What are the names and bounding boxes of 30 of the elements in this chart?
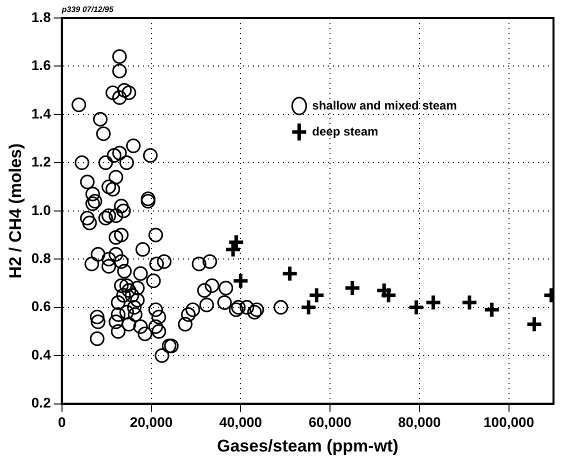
legend-label: shallow and mixed steam (312, 98, 457, 112)
y-tick-label: 0.4 (31, 346, 52, 362)
y-tick-label: 0.6 (31, 298, 52, 314)
point (232, 272, 250, 290)
y-tick-label: 1.0 (31, 202, 52, 218)
point (281, 264, 299, 282)
point (308, 286, 326, 304)
point (408, 298, 426, 316)
y-tick-label: 1.8 (31, 8, 52, 25)
point (344, 279, 362, 297)
legend-label: deep steam (312, 124, 378, 138)
point (424, 294, 442, 312)
x-tick-label: 100,000 (484, 414, 534, 430)
x-tick-label: 80,000 (398, 414, 442, 430)
point (483, 301, 501, 319)
x-tick-label: 40,000 (219, 414, 262, 430)
point (300, 298, 318, 316)
point (460, 294, 478, 312)
y-tick-label: 1.2 (31, 154, 52, 170)
y-tick-label: 1.4 (31, 105, 52, 122)
y-tick-label: 1.6 (31, 57, 52, 74)
y-tick-label: 0.2 (31, 394, 52, 411)
y-axis-title: H2 / CH4 (moles) (6, 143, 25, 278)
x-tick-label: 60,000 (308, 414, 352, 430)
text: p339 07/12/95 (60, 5, 114, 14)
x-tick-label: 20,000 (130, 414, 173, 430)
y-tick-label: 0.8 (31, 250, 52, 266)
x-axis-title: Gases/steam (ppm-wt) (216, 436, 398, 456)
point (526, 315, 544, 333)
x-tick-label: 0 (58, 414, 66, 430)
